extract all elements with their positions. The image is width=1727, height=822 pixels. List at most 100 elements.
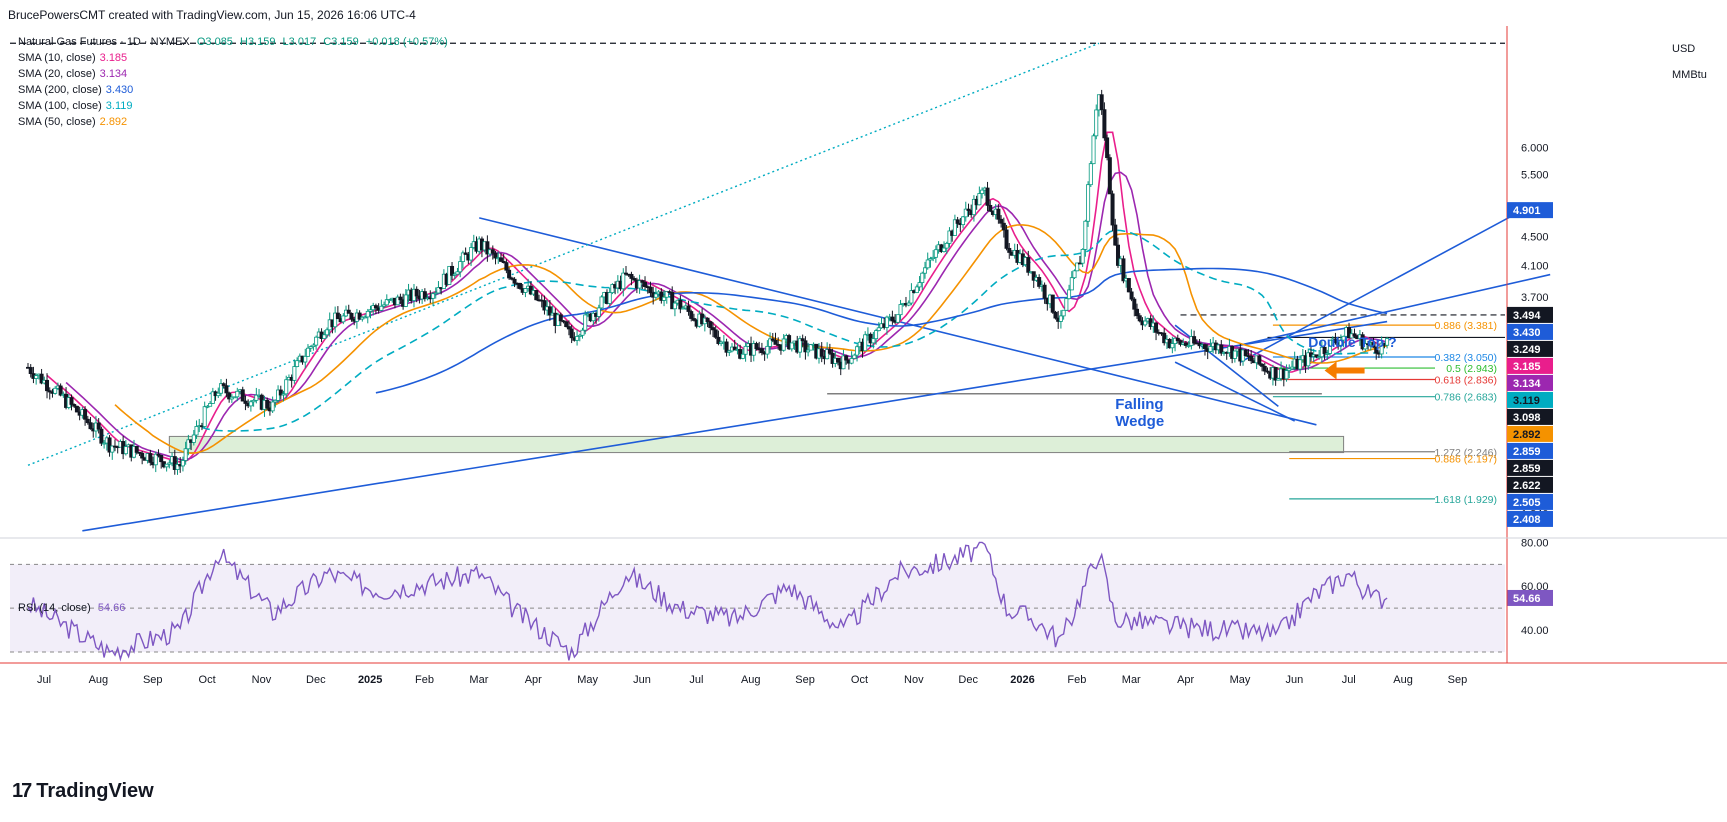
candle-body <box>797 338 802 353</box>
candle-body <box>1086 184 1091 222</box>
candle-body <box>732 346 737 351</box>
chart-canvas[interactable]: 0.886 (3.381) 0.382 (3.050)0.5 (2.943)0.6… <box>0 26 1727 766</box>
candle-body <box>72 404 77 407</box>
candle-body <box>591 312 596 322</box>
candle-body <box>210 391 215 404</box>
candle-body <box>689 311 694 319</box>
candle-body <box>1338 339 1343 346</box>
candle-body <box>240 389 245 402</box>
tradingview-brand[interactable]: 17 TradingView <box>12 780 154 803</box>
candle-body <box>1107 157 1112 195</box>
candle-body <box>963 208 968 218</box>
candle-body <box>923 267 928 274</box>
rsi-label: RSI (14, close) <box>18 602 91 614</box>
candle-body <box>102 442 107 445</box>
candle-body <box>88 422 93 430</box>
candle-body <box>1374 346 1379 354</box>
legend-sma-50[interactable]: SMA (50, close) 2.892 <box>18 114 448 130</box>
candle-body <box>874 330 879 340</box>
legend-sma-200[interactable]: SMA (200, close) 3.430 <box>18 82 448 98</box>
candle-body <box>227 392 232 400</box>
candle-body <box>123 446 128 455</box>
candle-body <box>1273 367 1278 381</box>
candle-body <box>1243 349 1248 357</box>
candle-body <box>1341 335 1346 341</box>
candle-body <box>653 293 658 298</box>
axes: 6.0005.5004.5004.1003.7001.84080.0060.00… <box>0 26 1727 686</box>
x-tick-label: Sep <box>795 674 815 686</box>
candle-body <box>53 387 58 394</box>
rsi-tick-label: 40.00 <box>1521 625 1549 637</box>
sma-line <box>201 229 1388 432</box>
candle-body <box>751 343 756 356</box>
candle-body <box>507 269 512 279</box>
candle-body <box>517 282 522 289</box>
price-label-text: 4.901 <box>1513 205 1541 217</box>
candle-body <box>643 281 648 288</box>
candle-body <box>770 338 775 341</box>
x-tick-label: Nov <box>252 674 272 686</box>
candle-body <box>806 349 811 353</box>
price-label-tag <box>1507 391 1553 408</box>
legend-sma-20[interactable]: SMA (20, close) 3.134 <box>18 66 448 82</box>
candle-body <box>1148 318 1153 327</box>
legend-sma-10[interactable]: SMA (10, close) 3.185 <box>18 50 448 66</box>
legend-close: C3.159 <box>323 36 359 48</box>
candle-body <box>955 219 960 224</box>
candle-body <box>596 307 601 317</box>
candle-body <box>876 327 881 332</box>
candle-body <box>708 321 713 328</box>
legend-sma-100[interactable]: SMA (100, close) 3.119 <box>18 98 448 114</box>
candle-body <box>561 320 566 323</box>
candle-body <box>917 282 922 288</box>
x-tick-label: 2026 <box>1010 674 1034 686</box>
candle-body <box>662 296 667 301</box>
price-label-tag <box>1507 306 1553 323</box>
rsi-legend[interactable]: RSI (14, close) 54.66 <box>18 602 125 614</box>
candle-body <box>558 314 563 322</box>
candle-body <box>452 273 457 276</box>
candle-body <box>789 342 794 350</box>
x-tick-label: Sep <box>1448 674 1468 686</box>
currency-unit[interactable]: USD MMBtu <box>1672 36 1707 88</box>
sma-label: SMA (200, close) <box>18 84 102 96</box>
candle-body <box>270 401 275 412</box>
candle-body <box>1178 340 1183 345</box>
candle-body <box>659 291 664 301</box>
candle-body <box>232 396 237 399</box>
candle-body <box>1069 277 1074 291</box>
candle-body <box>463 252 468 255</box>
candle-body <box>1287 368 1292 371</box>
fib-label: 1.272 (2.246) <box>1435 447 1497 459</box>
candle-body <box>365 310 370 318</box>
candle-body <box>205 405 210 408</box>
support-zone-rect <box>168 435 1345 454</box>
x-tick-label: Feb <box>1067 674 1086 686</box>
price-label-tag <box>1507 408 1553 425</box>
candle-body <box>450 265 455 276</box>
candle-body <box>311 344 316 348</box>
x-tick-label: Dec <box>958 674 978 686</box>
candle-body <box>1058 315 1063 322</box>
candle-body <box>490 249 495 254</box>
candle-body <box>1126 278 1131 293</box>
candle-body <box>624 272 629 275</box>
price-label-tag <box>1507 459 1553 476</box>
candle-body <box>248 401 253 407</box>
candle-body <box>710 327 715 331</box>
candle-body <box>1371 342 1376 348</box>
price-label-tag <box>1507 476 1553 493</box>
candle-body <box>273 399 278 403</box>
candle-body <box>218 383 223 394</box>
legend-open: O3.085 <box>196 36 233 48</box>
candle-body <box>534 290 539 301</box>
candle-body <box>504 262 509 271</box>
candle-body <box>1004 229 1009 249</box>
candle-body <box>800 338 805 342</box>
candle-body <box>1284 370 1289 380</box>
double-top-label: Double Top ? <box>1308 334 1396 350</box>
candle-body <box>47 390 52 393</box>
fib-label: 0.382 (3.050) <box>1435 352 1497 364</box>
price-label-text: 2.859 <box>1513 463 1541 475</box>
